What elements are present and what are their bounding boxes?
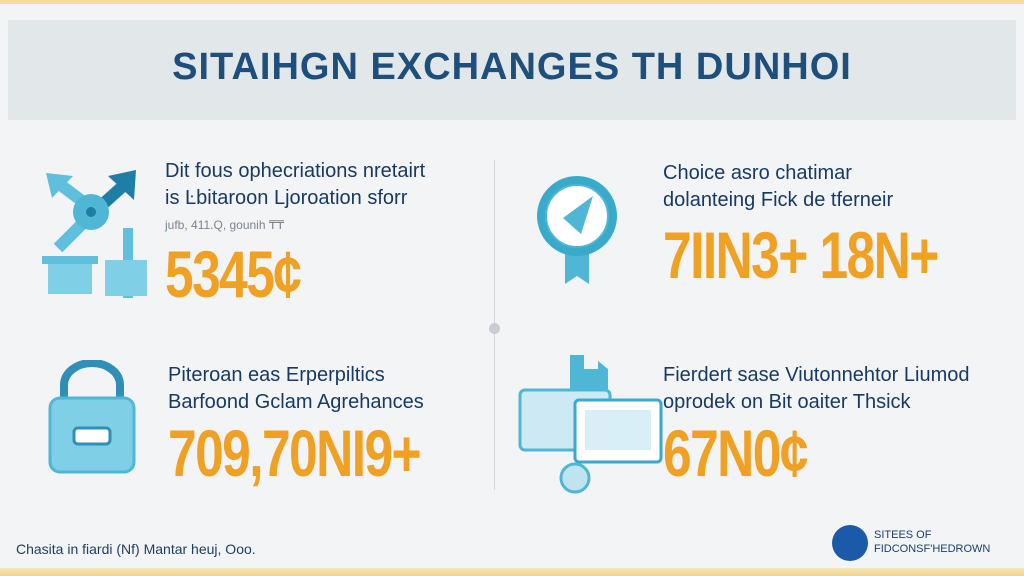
header-band (8, 20, 1016, 120)
stat-number: 7IIN3+ 18N+ (663, 218, 939, 292)
arrows-hub-icon (42, 170, 147, 298)
stat-number: 709,70NI9+ (168, 416, 422, 490)
stat-desc-line1: Fierdert sase Viutonnehtor Liumod (663, 364, 970, 386)
padlock-bag-icon (48, 360, 136, 474)
stat-block-2: Choice asro chatimar dolanteing Fick de … (663, 160, 1015, 290)
stat-number: 5345¢ (165, 237, 302, 311)
badge-ribbon-icon (537, 176, 617, 284)
top-border (0, 0, 1024, 4)
stat-subtext: jufb, 411.Q, gounih ₸₸ (165, 218, 285, 232)
stat-desc-line2: Barfoond Gclam Agrehances (168, 391, 424, 413)
card-terminal-icon (518, 355, 663, 494)
stat-number: 67N0¢ (663, 416, 808, 490)
logo-line2: FIDCONSF'HEDROWN (874, 543, 991, 555)
stat-desc-line2: is Ŀbitaroon Ljoroation sforr (165, 187, 408, 209)
stat-desc-line1: Dit fous ophecriations nretairt (165, 160, 426, 182)
stat-desc-line1: Choice asro chatimar (663, 162, 852, 184)
logo-text: SITEES OF FIDCONSF'HEDROWN (874, 528, 990, 556)
stat-desc-line1: Piteroan eas Erperpiltics (168, 364, 385, 386)
stat-block-3: Piteroan eas Erperpiltics Barfoond Gclam… (168, 362, 491, 488)
logo-line1: SITEES OF (874, 529, 932, 541)
stat-block-4: Fierdert sase Viutonnehtor Liumod oprode… (663, 362, 969, 488)
page-title: SITAIHGN EXCHANGES TH DUNHOI (172, 46, 852, 88)
stat-desc-line2: dolanteing Fick de tferneir (663, 189, 894, 211)
bottom-border (0, 568, 1024, 576)
divider-dot (489, 323, 500, 334)
logo-icon (832, 525, 868, 561)
footer-caption: Chasita in fiardi (Nf) Mantar heuj, Ooo. (16, 541, 256, 557)
stat-block-1: Dit fous ophecriations nretairt is Ŀbita… (165, 158, 425, 309)
stat-desc-line2: oprodek on Bit oaiter Thsick (663, 391, 911, 413)
